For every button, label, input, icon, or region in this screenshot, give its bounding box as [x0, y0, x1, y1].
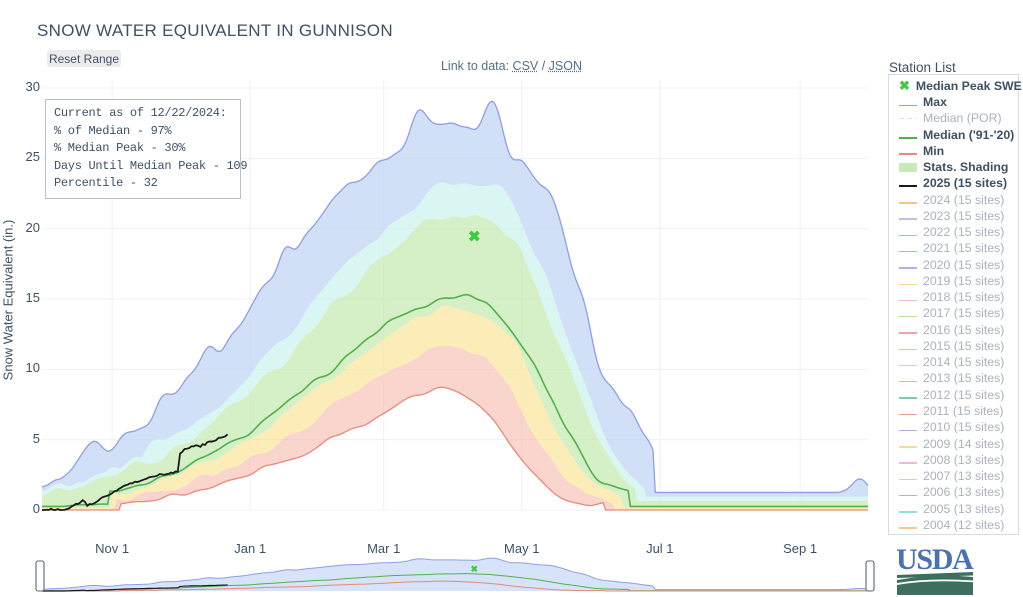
- svg-text:USDA: USDA: [897, 543, 974, 576]
- svg-text:✖: ✖: [470, 564, 478, 574]
- svg-text:✖: ✖: [468, 229, 481, 246]
